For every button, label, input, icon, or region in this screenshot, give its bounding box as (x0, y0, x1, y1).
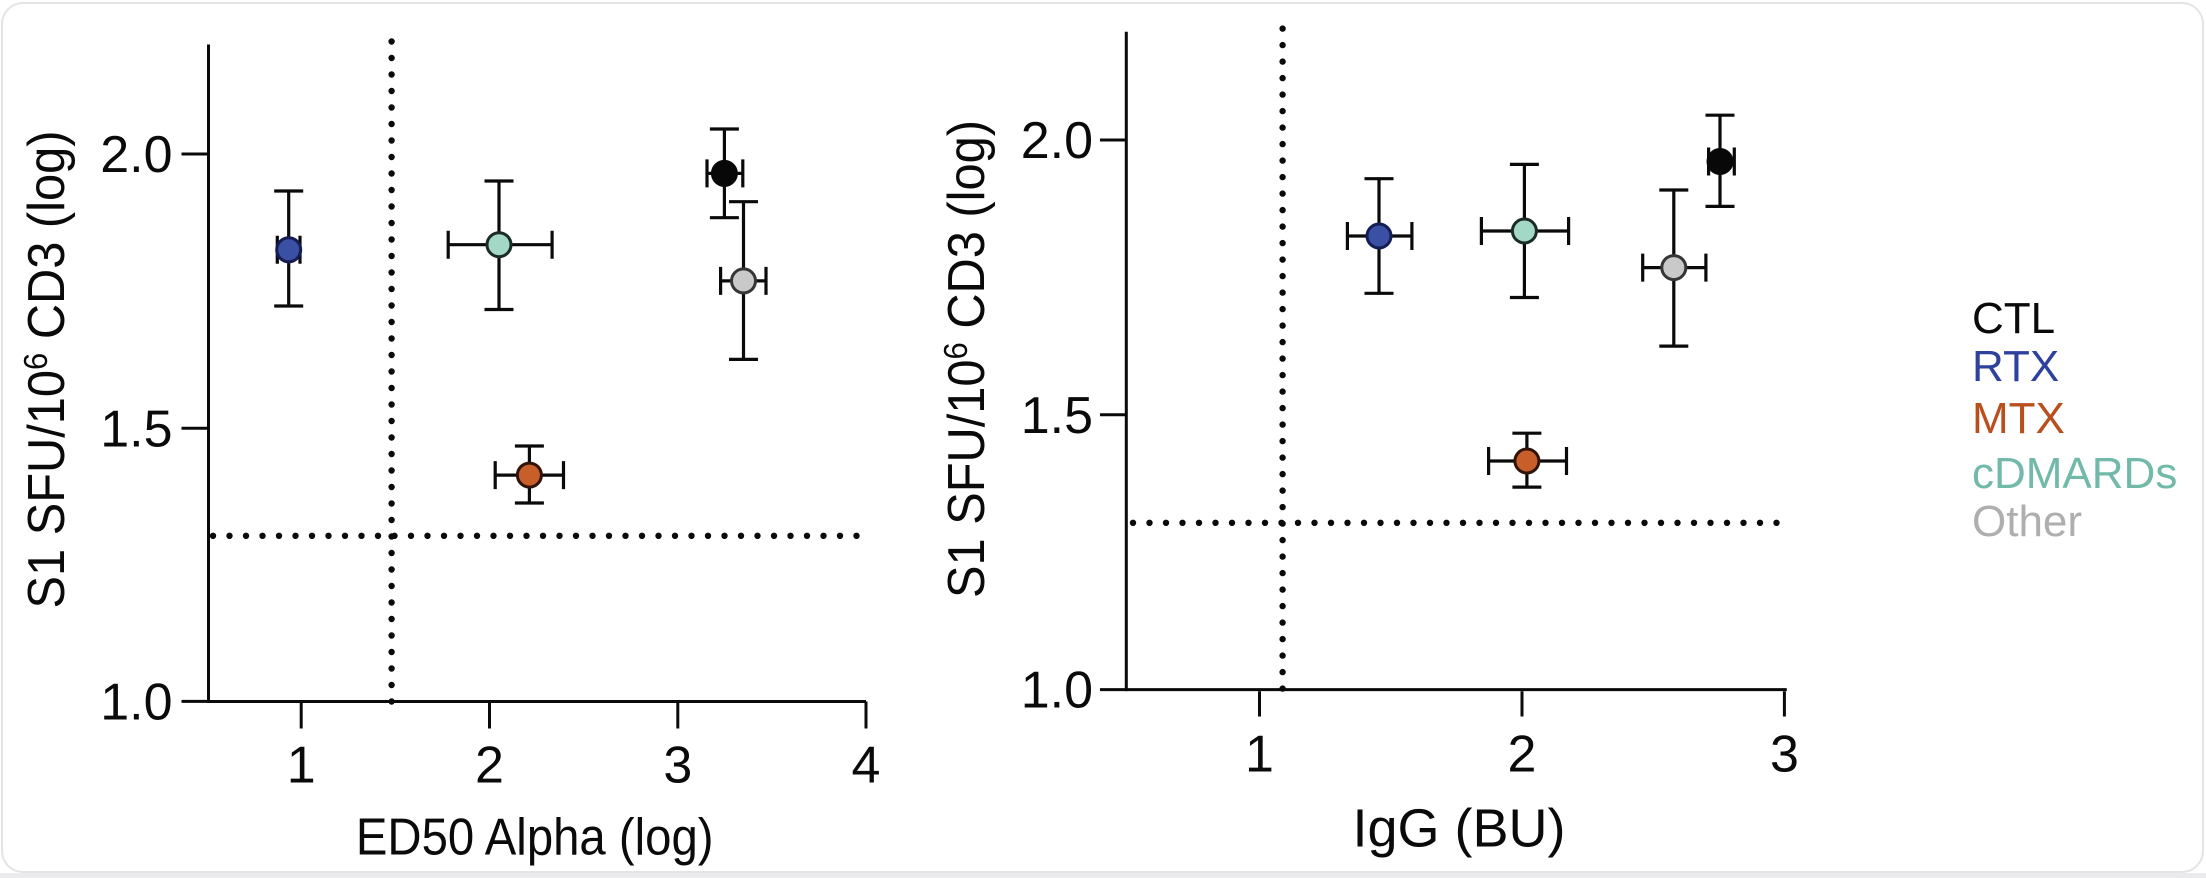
svg-text:1.5: 1.5 (1021, 387, 1093, 445)
svg-text:MTX: MTX (1972, 394, 2065, 443)
svg-text:IgG (BU): IgG (BU) (1352, 799, 1565, 859)
svg-text:Other: Other (1972, 497, 2082, 546)
svg-text:1.0: 1.0 (100, 673, 172, 731)
svg-text:S1 SFU/106 CD3 (log): S1 SFU/106 CD3 (log) (937, 120, 996, 598)
svg-text:2.0: 2.0 (100, 126, 172, 184)
svg-text:RTX: RTX (1972, 342, 2059, 391)
svg-text:3: 3 (663, 737, 692, 795)
svg-text:4: 4 (852, 737, 881, 795)
svg-text:1: 1 (287, 737, 316, 795)
svg-text:ED50 Alpha (log): ED50 Alpha (log) (356, 807, 714, 866)
svg-text:1.5: 1.5 (100, 400, 172, 458)
svg-text:1: 1 (1245, 726, 1274, 784)
svg-text:3: 3 (1770, 726, 1799, 784)
svg-text:S1 SFU/106 CD3 (log): S1 SFU/106 CD3 (log) (17, 131, 76, 609)
svg-text:cDMARDs: cDMARDs (1972, 449, 2177, 498)
svg-text:CTL: CTL (1972, 294, 2055, 343)
svg-text:1.0: 1.0 (1021, 662, 1093, 720)
svg-text:2: 2 (475, 737, 504, 795)
svg-text:2.0: 2.0 (1021, 112, 1093, 170)
svg-text:2: 2 (1508, 726, 1537, 784)
